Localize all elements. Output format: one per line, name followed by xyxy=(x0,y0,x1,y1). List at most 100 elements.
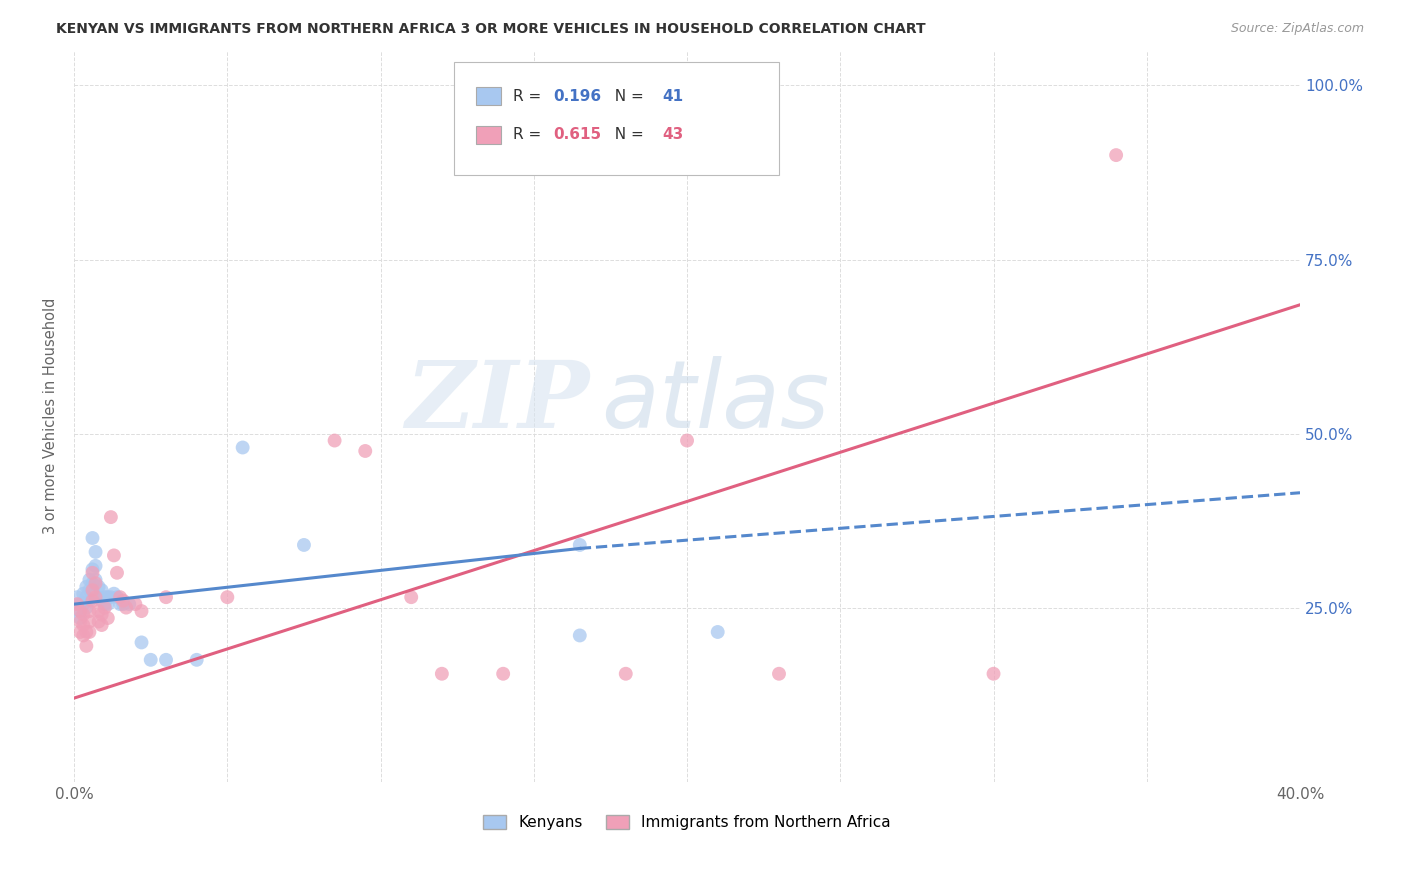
Point xyxy=(155,653,177,667)
Point xyxy=(90,618,112,632)
Point xyxy=(112,593,135,607)
Point xyxy=(103,587,125,601)
Point xyxy=(676,434,699,448)
Point xyxy=(87,590,110,604)
Point xyxy=(124,597,146,611)
Point xyxy=(87,604,110,618)
Point xyxy=(354,444,377,458)
Point xyxy=(97,597,120,611)
Point xyxy=(82,576,104,591)
Point xyxy=(72,618,94,632)
Point xyxy=(399,590,422,604)
FancyBboxPatch shape xyxy=(477,87,501,105)
Point xyxy=(323,434,346,448)
Point xyxy=(217,590,239,604)
Point xyxy=(93,597,115,611)
Point xyxy=(69,597,91,611)
Point xyxy=(155,590,177,604)
Point xyxy=(568,628,591,642)
Text: 0.615: 0.615 xyxy=(554,128,602,142)
Point xyxy=(79,604,101,618)
Point xyxy=(87,615,110,629)
Text: N =: N = xyxy=(605,88,648,103)
Point xyxy=(90,607,112,622)
Point xyxy=(983,666,1005,681)
Point xyxy=(75,590,97,604)
Point xyxy=(97,590,120,604)
Text: 0.196: 0.196 xyxy=(554,88,602,103)
Point xyxy=(84,590,107,604)
Point xyxy=(90,593,112,607)
Point xyxy=(100,510,122,524)
Point xyxy=(69,624,91,639)
Point xyxy=(79,593,101,607)
Y-axis label: 3 or more Vehicles in Household: 3 or more Vehicles in Household xyxy=(44,298,58,534)
Point xyxy=(66,597,89,611)
Point xyxy=(112,597,135,611)
FancyBboxPatch shape xyxy=(454,62,779,175)
Point xyxy=(1105,148,1128,162)
Point xyxy=(84,576,107,591)
Point xyxy=(232,441,254,455)
Legend: Kenyans, Immigrants from Northern Africa: Kenyans, Immigrants from Northern Africa xyxy=(478,809,897,836)
Point xyxy=(90,583,112,598)
Text: Source: ZipAtlas.com: Source: ZipAtlas.com xyxy=(1230,22,1364,36)
Text: N =: N = xyxy=(605,128,648,142)
Text: 41: 41 xyxy=(662,88,683,103)
Point xyxy=(66,590,89,604)
Text: 43: 43 xyxy=(662,128,683,142)
Point xyxy=(706,624,728,639)
Point xyxy=(82,562,104,576)
Point xyxy=(79,583,101,598)
Point xyxy=(100,590,122,604)
Point xyxy=(568,538,591,552)
Point xyxy=(69,615,91,629)
Point xyxy=(79,624,101,639)
Point xyxy=(79,573,101,587)
Point xyxy=(82,531,104,545)
Point xyxy=(84,545,107,559)
Point xyxy=(72,587,94,601)
Point xyxy=(75,580,97,594)
Point xyxy=(87,580,110,594)
Point xyxy=(75,624,97,639)
Text: ZIP: ZIP xyxy=(405,357,589,447)
Point xyxy=(69,604,91,618)
Text: KENYAN VS IMMIGRANTS FROM NORTHERN AFRICA 3 OR MORE VEHICLES IN HOUSEHOLD CORREL: KENYAN VS IMMIGRANTS FROM NORTHERN AFRIC… xyxy=(56,22,927,37)
Point xyxy=(131,635,153,649)
Point xyxy=(108,590,131,604)
Point xyxy=(186,653,208,667)
Point xyxy=(430,666,453,681)
Point xyxy=(75,600,97,615)
Text: R =: R = xyxy=(513,88,546,103)
Point xyxy=(93,590,115,604)
Point xyxy=(72,628,94,642)
Point xyxy=(82,593,104,607)
Point xyxy=(115,600,138,615)
Point xyxy=(84,573,107,587)
Point xyxy=(292,538,315,552)
Text: atlas: atlas xyxy=(602,356,830,447)
Point xyxy=(492,666,515,681)
Point xyxy=(768,666,790,681)
Point xyxy=(105,566,128,580)
Point xyxy=(72,607,94,622)
Point xyxy=(82,583,104,598)
Point xyxy=(105,590,128,604)
Point xyxy=(93,600,115,615)
Point xyxy=(131,604,153,618)
FancyBboxPatch shape xyxy=(477,126,501,144)
Point xyxy=(614,666,637,681)
Point xyxy=(118,597,141,611)
Point xyxy=(69,604,91,618)
Point xyxy=(82,566,104,580)
Point xyxy=(72,597,94,611)
Point xyxy=(103,549,125,563)
Point xyxy=(139,653,162,667)
Point xyxy=(79,615,101,629)
Point xyxy=(75,639,97,653)
Point xyxy=(84,558,107,573)
Point xyxy=(97,611,120,625)
Point xyxy=(108,597,131,611)
Text: R =: R = xyxy=(513,128,546,142)
